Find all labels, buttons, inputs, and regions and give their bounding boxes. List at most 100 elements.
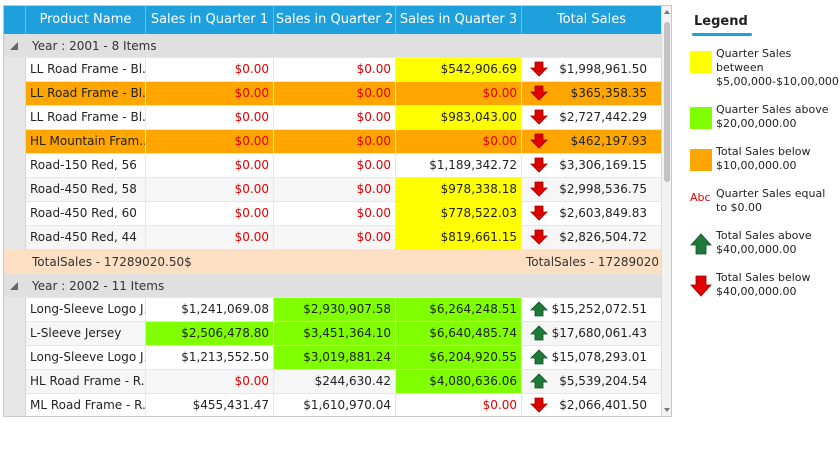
cell-q1[interactable]: $455,431.47 xyxy=(146,394,274,416)
cell-q2[interactable]: $0.00 xyxy=(274,226,396,249)
cell-total[interactable]: $1,998,961.50 xyxy=(522,58,661,81)
cell-name[interactable]: L-Sleeve Jersey xyxy=(26,322,146,345)
scroll-up-icon[interactable] xyxy=(664,10,670,14)
cell-q2[interactable]: $0.00 xyxy=(274,82,396,105)
cell-total[interactable]: $365,358.35 xyxy=(522,82,661,105)
cell-name[interactable]: Road-450 Red, 60 xyxy=(26,202,146,225)
cell-name[interactable]: Long-Sleeve Logo J... xyxy=(26,298,146,321)
cell-q2[interactable]: $2,930,907.58 xyxy=(274,298,396,321)
cell-q2[interactable]: $0.00 xyxy=(274,58,396,81)
cell-total[interactable]: $15,078,293.01 xyxy=(522,346,661,369)
cell-q2[interactable]: $0.00 xyxy=(274,154,396,177)
cell-q1[interactable]: $0.00 xyxy=(146,178,274,201)
cell-name[interactable]: LL Road Frame - Bl... xyxy=(26,106,146,129)
cell-q2[interactable]: $3,451,364.10 xyxy=(274,322,396,345)
cell-q3[interactable]: $819,661.15 xyxy=(396,226,522,249)
cell-q3[interactable]: $542,906.69 xyxy=(396,58,522,81)
cell-q1[interactable]: $0.00 xyxy=(146,202,274,225)
data-grid[interactable]: Product Name Sales in Quarter 1 Sales in… xyxy=(3,5,672,417)
down-arrow-icon xyxy=(530,85,548,101)
cell-q3[interactable]: $0.00 xyxy=(396,82,522,105)
cell-q2[interactable]: $244,630.42 xyxy=(274,370,396,393)
column-header-q3[interactable]: Sales in Quarter 3 xyxy=(396,6,522,34)
cell-total[interactable]: $2,603,849.83 xyxy=(522,202,661,225)
vertical-scrollbar[interactable] xyxy=(661,6,671,416)
cell-name[interactable]: LL Road Frame - Bl... xyxy=(26,58,146,81)
table-row[interactable]: Long-Sleeve Logo J... $1,241,069.08 $2,930… xyxy=(4,298,661,322)
cell-name[interactable]: HL Mountain Fram... xyxy=(26,130,146,153)
cell-q2[interactable]: $0.00 xyxy=(274,130,396,153)
down-arrow-icon xyxy=(530,229,548,245)
cell-total[interactable]: $2,727,442.29 xyxy=(522,106,661,129)
cell-q1[interactable]: $0.00 xyxy=(146,226,274,249)
cell-total[interactable]: $17,680,061.43 xyxy=(522,322,661,345)
table-row[interactable]: Road-150 Red, 56 $0.00 $0.00 $1,189,342.72 $… xyxy=(4,154,661,178)
cell-q1[interactable]: $1,241,069.08 xyxy=(146,298,274,321)
row-indent xyxy=(4,346,26,370)
cell-q3[interactable]: $0.00 xyxy=(396,394,522,416)
cell-q2[interactable]: $3,019,881.24 xyxy=(274,346,396,369)
table-row[interactable]: LL Road Frame - Bl... $0.00 $0.00 $542,906.… xyxy=(4,58,661,82)
cell-q1[interactable]: $0.00 xyxy=(146,58,274,81)
row-indent xyxy=(4,154,26,178)
cell-q3[interactable]: $6,264,248.51 xyxy=(396,298,522,321)
column-header-product-name[interactable]: Product Name xyxy=(26,6,146,34)
table-row[interactable]: Road-450 Red, 44 $0.00 $0.00 $819,661.15 $2,… xyxy=(4,226,661,250)
total-sales-value: $15,252,072.51 xyxy=(551,302,647,316)
cell-name[interactable]: Road-450 Red, 58 xyxy=(26,178,146,201)
cell-total[interactable]: $2,826,504.72 xyxy=(522,226,661,249)
cell-q1[interactable]: $0.00 xyxy=(146,370,274,393)
cell-total[interactable]: $2,066,401.50 xyxy=(522,394,661,416)
cell-q3[interactable]: $1,189,342.72 xyxy=(396,154,522,177)
cell-total[interactable]: $462,197.93 xyxy=(522,130,661,153)
cell-q2[interactable]: $1,610,970.04 xyxy=(274,394,396,416)
cell-name[interactable]: Road-450 Red, 44 xyxy=(26,226,146,249)
cell-q3[interactable]: $983,043.00 xyxy=(396,106,522,129)
up-arrow-icon xyxy=(690,233,712,255)
cell-q3[interactable]: $4,080,636.06 xyxy=(396,370,522,393)
up-arrow-icon xyxy=(530,373,548,389)
group-header-row[interactable]: Year : 2002 - 11 Items xyxy=(4,274,661,298)
table-row[interactable]: Long-Sleeve Logo J... $1,213,552.50 $3,019… xyxy=(4,346,661,370)
collapse-toggle-icon[interactable] xyxy=(10,282,18,290)
table-row[interactable]: ML Road Frame - R... $455,431.47 $1,610,97… xyxy=(4,394,661,416)
cell-name[interactable]: HL Road Frame - R... xyxy=(26,370,146,393)
cell-q3[interactable]: $978,338.18 xyxy=(396,178,522,201)
collapse-toggle-icon[interactable] xyxy=(10,42,18,50)
cell-q3[interactable]: $6,640,485.74 xyxy=(396,322,522,345)
table-row[interactable]: Road-450 Red, 58 $0.00 $0.00 $978,338.18 $2,… xyxy=(4,178,661,202)
cell-name[interactable]: LL Road Frame - Bl... xyxy=(26,82,146,105)
cell-total[interactable]: $2,998,536.75 xyxy=(522,178,661,201)
cell-q2[interactable]: $0.00 xyxy=(274,178,396,201)
cell-q1[interactable]: $0.00 xyxy=(146,154,274,177)
table-row[interactable]: L-Sleeve Jersey $2,506,478.80 $3,451,364.1… xyxy=(4,322,661,346)
table-row[interactable]: LL Road Frame - Bl... $0.00 $0.00 $983,043.… xyxy=(4,106,661,130)
column-header-total-sales[interactable]: Total Sales xyxy=(556,12,627,27)
scroll-thumb[interactable] xyxy=(664,22,670,182)
cell-name[interactable]: Road-150 Red, 56 xyxy=(26,154,146,177)
cell-q2[interactable]: $0.00 xyxy=(274,202,396,225)
cell-q2[interactable]: $0.00 xyxy=(274,106,396,129)
cell-total[interactable]: $15,252,072.51 xyxy=(522,298,661,321)
table-row[interactable]: Road-450 Red, 60 $0.00 $0.00 $778,522.03 $2,… xyxy=(4,202,661,226)
cell-name[interactable]: Long-Sleeve Logo J... xyxy=(26,346,146,369)
cell-q3[interactable]: $778,522.03 xyxy=(396,202,522,225)
cell-q1[interactable]: $0.00 xyxy=(146,106,274,129)
column-header-q2[interactable]: Sales in Quarter 2 xyxy=(274,6,396,34)
scroll-down-icon[interactable] xyxy=(664,408,670,412)
cell-total[interactable]: $3,306,169.15 xyxy=(522,154,661,177)
cell-total[interactable]: $5,539,204.54 xyxy=(522,370,661,393)
column-header-q1[interactable]: Sales in Quarter 1 xyxy=(146,6,274,34)
table-row[interactable]: HL Road Frame - R... $0.00 $244,630.42 $4,0… xyxy=(4,370,661,394)
group-header-row[interactable]: Year : 2001 - 8 Items xyxy=(4,34,661,58)
table-row[interactable]: HL Mountain Fram... $0.00 $0.00 $0.00 $462,1… xyxy=(4,130,661,154)
cell-q3[interactable]: $0.00 xyxy=(396,130,522,153)
cell-name[interactable]: ML Road Frame - R... xyxy=(26,394,146,416)
up-arrow-icon xyxy=(530,301,548,317)
table-row[interactable]: LL Road Frame - Bl... $0.00 $0.00 $0.00 $365… xyxy=(4,82,661,106)
cell-q1[interactable]: $1,213,552.50 xyxy=(146,346,274,369)
cell-q3[interactable]: $6,204,920.55 xyxy=(396,346,522,369)
cell-q1[interactable]: $0.00 xyxy=(146,130,274,153)
cell-q1[interactable]: $0.00 xyxy=(146,82,274,105)
cell-q1[interactable]: $2,506,478.80 xyxy=(146,322,274,345)
